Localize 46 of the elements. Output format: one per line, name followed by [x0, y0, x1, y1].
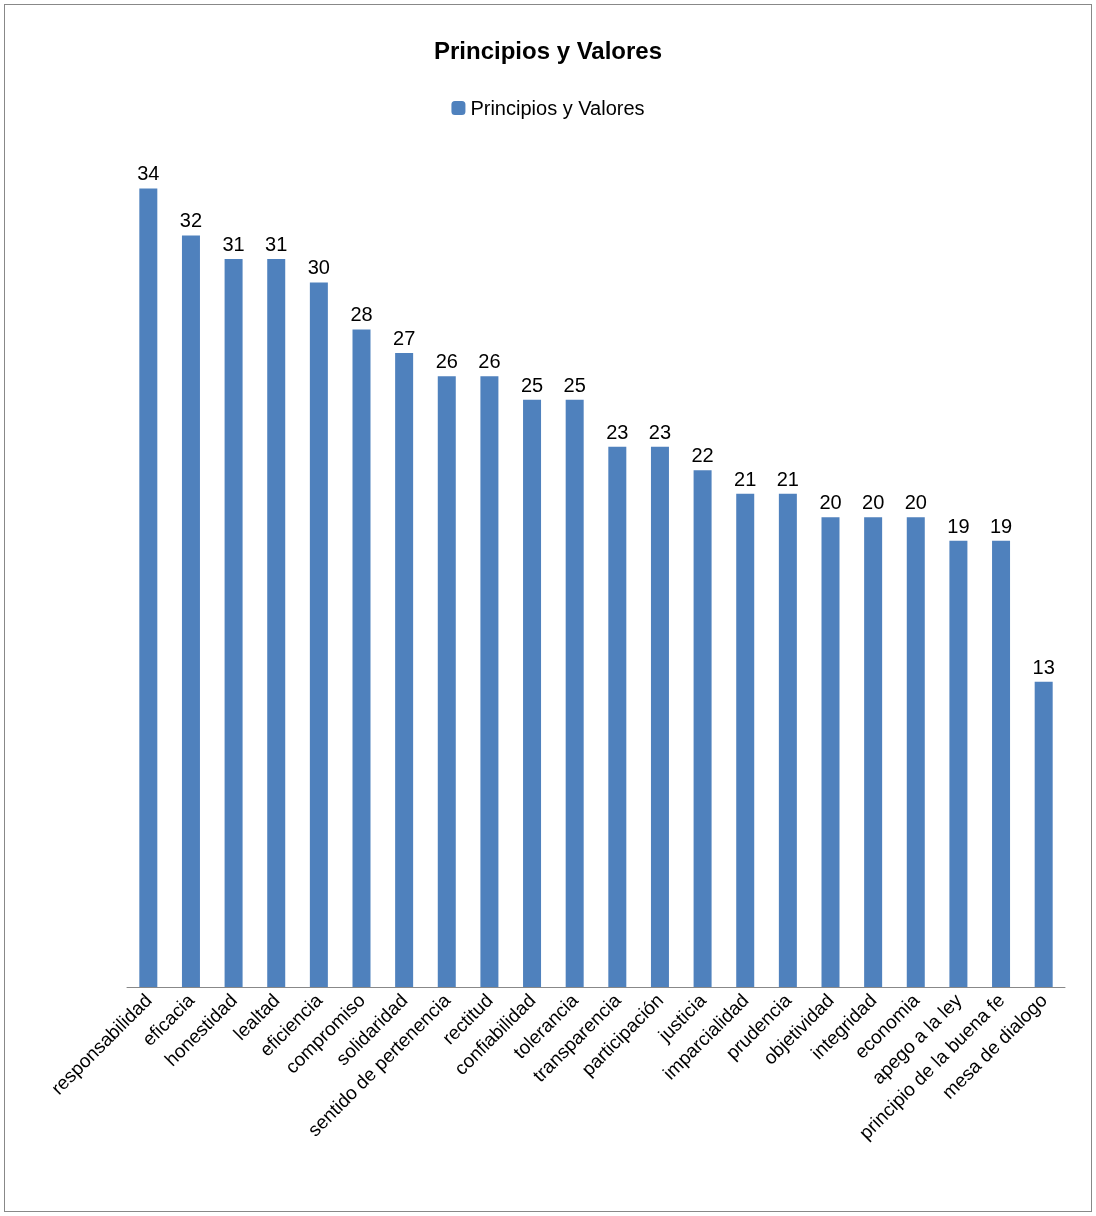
- data-label: 21: [776, 467, 799, 490]
- chart-title: Principios y Valores: [433, 36, 663, 64]
- data-label: 34: [137, 162, 160, 185]
- data-label: 13: [1032, 655, 1055, 678]
- data-label: 32: [179, 209, 203, 232]
- bar: [949, 540, 968, 987]
- data-label: 23: [606, 420, 629, 443]
- data-label: 22: [691, 444, 714, 467]
- data-label: 25: [563, 373, 586, 396]
- legend-label: Principios y Valores: [470, 97, 645, 119]
- bar: [139, 188, 158, 987]
- data-label: 31: [222, 232, 245, 255]
- bar: [992, 540, 1011, 987]
- bar: [693, 470, 712, 987]
- bar: [650, 446, 669, 987]
- data-label: 31: [265, 232, 288, 255]
- data-label: 19: [947, 514, 970, 537]
- data-label: 20: [862, 491, 885, 514]
- bar: [181, 235, 200, 987]
- data-label: 20: [819, 491, 842, 514]
- bar: [309, 282, 328, 987]
- bar: [1034, 681, 1053, 987]
- bar: [565, 399, 584, 987]
- bar: [778, 493, 797, 987]
- bar: [437, 376, 456, 987]
- data-label: 28: [350, 303, 373, 326]
- data-label: 25: [520, 373, 544, 396]
- data-label: 21: [734, 467, 757, 490]
- bar: [224, 258, 243, 987]
- bar: [523, 399, 542, 987]
- bar: [395, 352, 414, 987]
- bar: [736, 493, 755, 987]
- data-label: 26: [478, 350, 501, 373]
- data-label: 30: [307, 256, 330, 279]
- bar: [608, 446, 627, 987]
- data-label: 26: [435, 350, 458, 373]
- bar: [864, 517, 883, 987]
- data-label: 20: [904, 491, 927, 514]
- bar: [267, 258, 286, 987]
- bar: [821, 517, 840, 987]
- bar: [352, 329, 371, 987]
- bar: [480, 376, 499, 987]
- bar: [906, 517, 925, 987]
- data-label: 19: [989, 514, 1013, 537]
- data-label: 27: [393, 326, 416, 349]
- data-label: 23: [648, 420, 672, 443]
